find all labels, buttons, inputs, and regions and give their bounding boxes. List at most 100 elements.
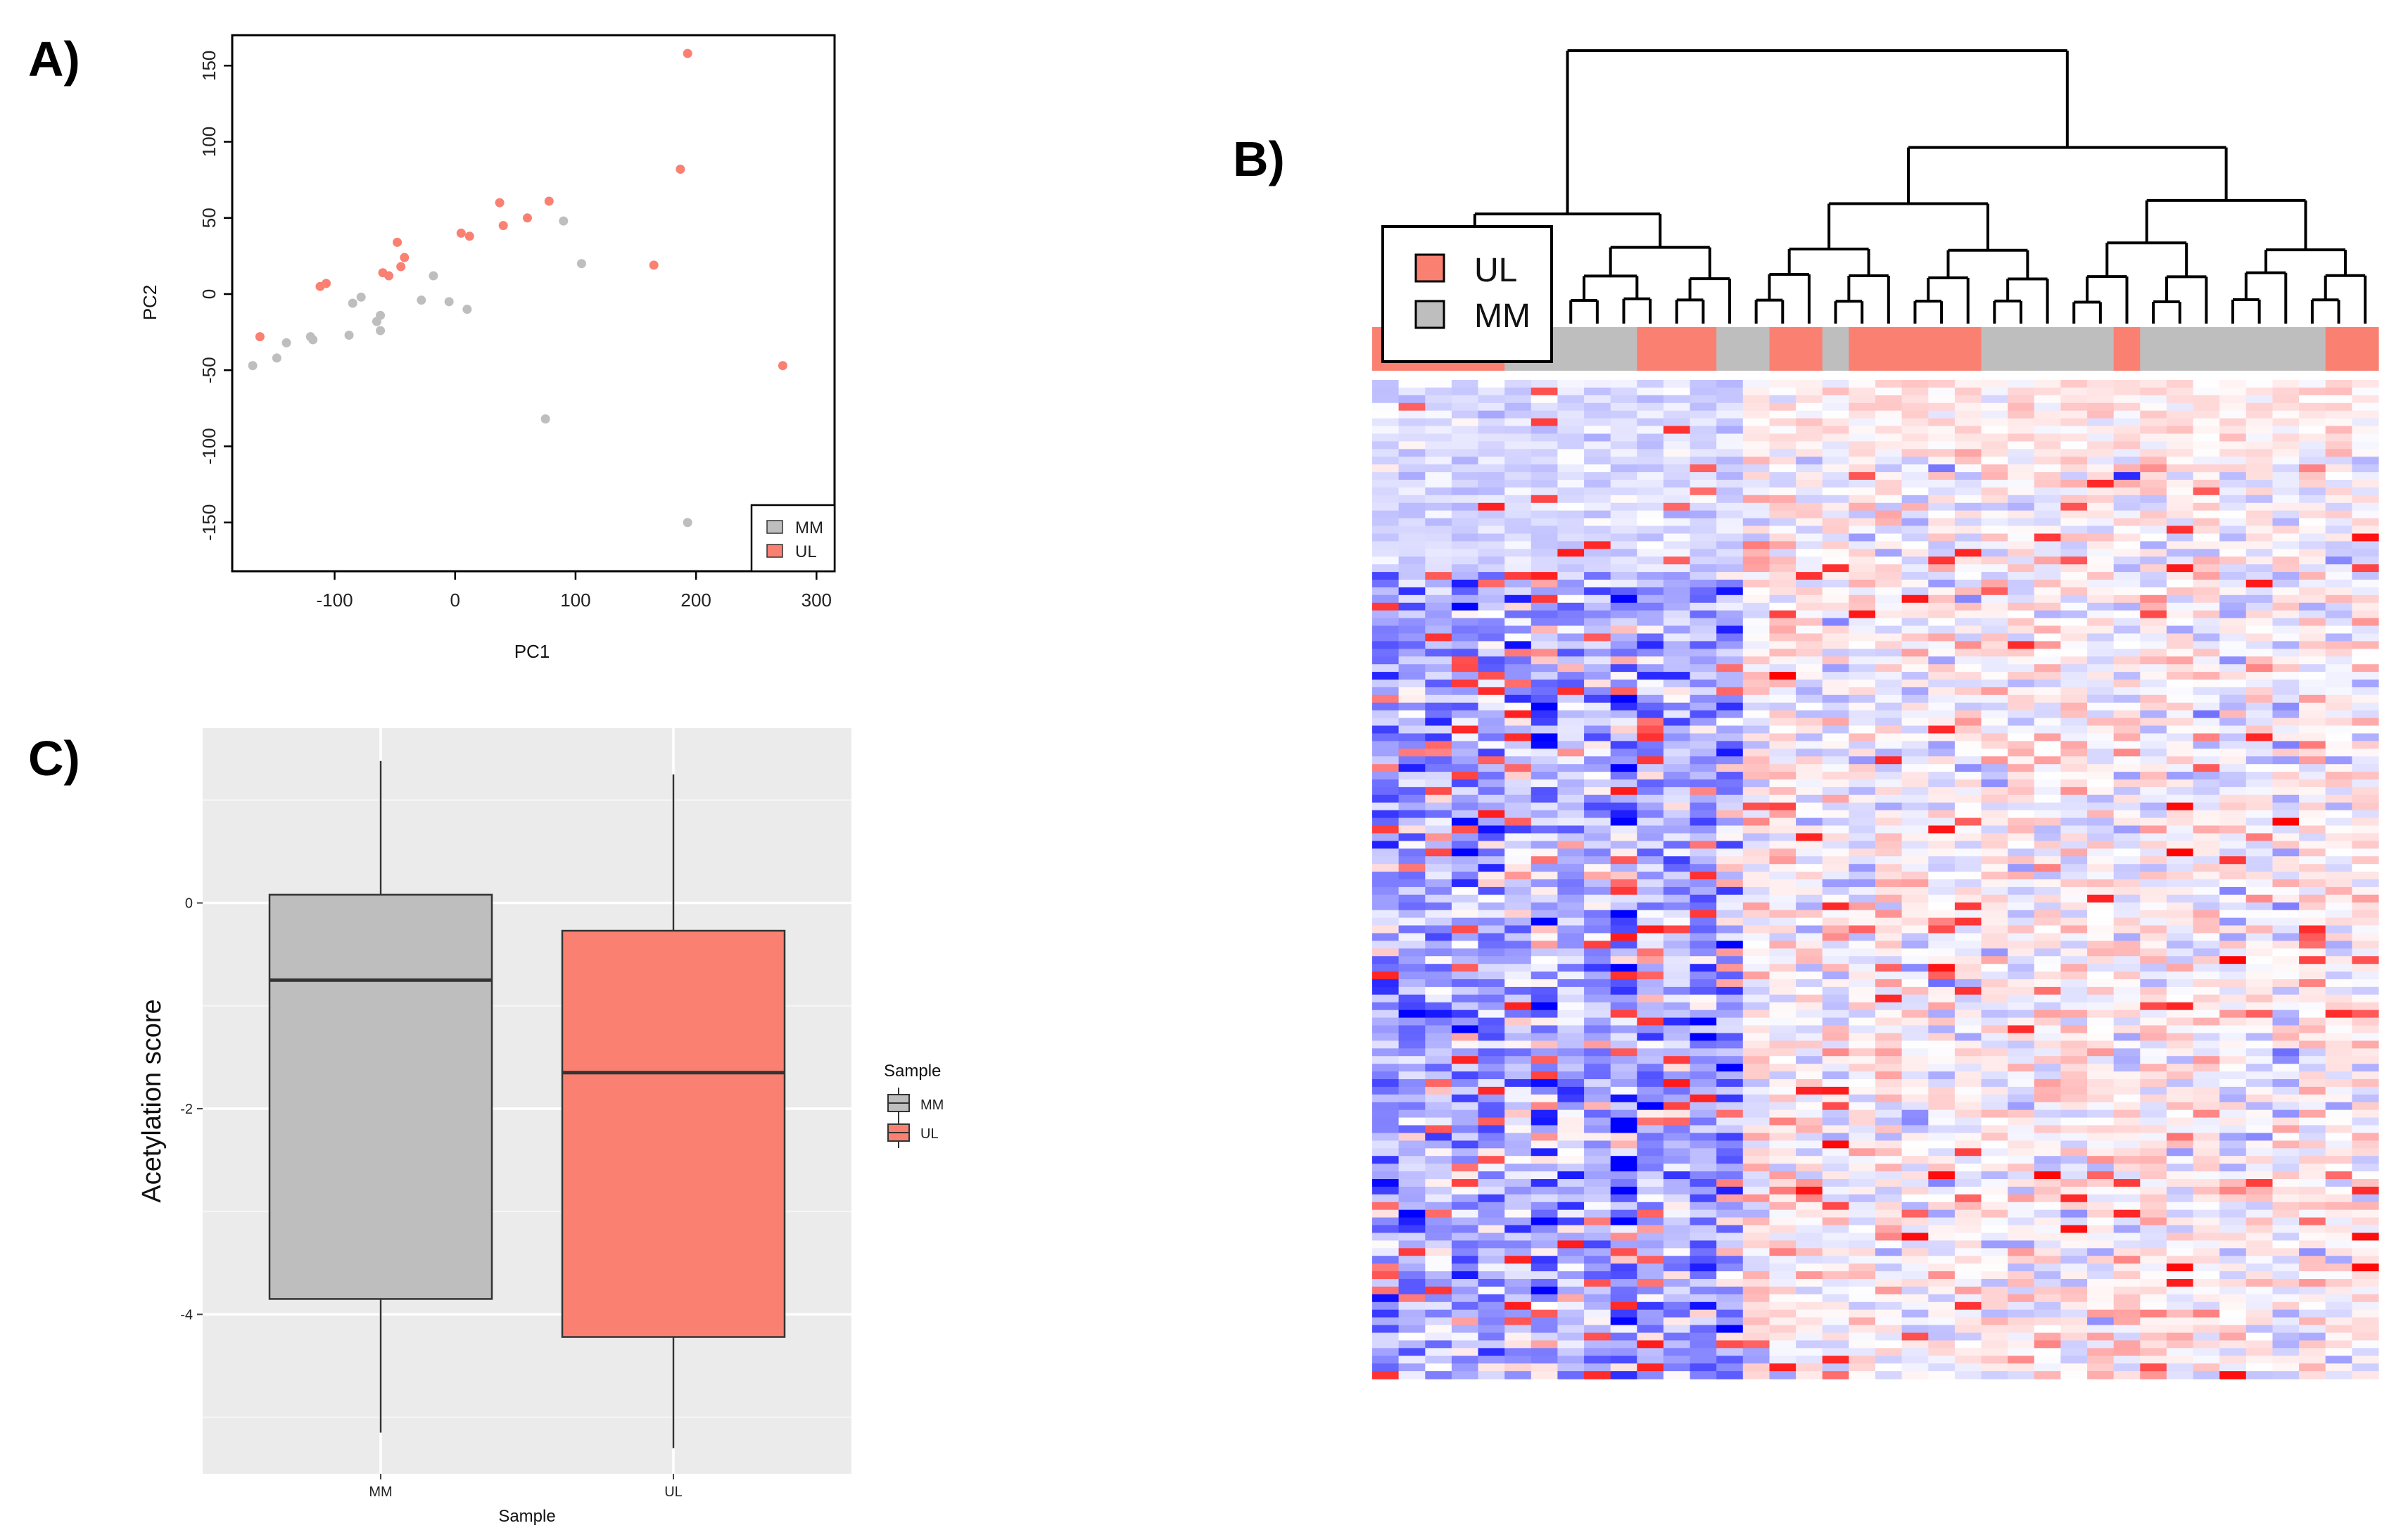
heatmap-cell (1769, 1079, 1797, 1088)
heatmap-cell (2193, 1317, 2220, 1326)
heatmap-cell (1372, 1371, 1400, 1380)
heatmap-cell (1875, 817, 1903, 827)
heatmap-cell (1425, 1348, 1452, 1356)
heatmap-cell (2219, 1363, 2247, 1372)
heatmap-cell (1372, 587, 1400, 596)
heatmap-cell (1769, 1102, 1797, 1111)
heatmap-cell (1451, 1017, 1479, 1026)
heatmap-cell (1610, 580, 1637, 588)
heatmap-cell (1372, 825, 1400, 834)
heatmap-cell (2140, 1148, 2167, 1157)
heatmap-cell (1663, 664, 1691, 673)
heatmap-cell (1610, 1332, 1637, 1341)
heatmap-cell (2166, 580, 2194, 588)
heatmap-cell (1478, 756, 1505, 765)
heatmap-cell (2140, 1248, 2167, 1256)
heatmap-cell (1610, 956, 1637, 964)
heatmap-cell (1557, 464, 1585, 473)
heatmap-cell (2140, 772, 2167, 780)
heatmap-cell (2140, 1125, 2167, 1133)
heatmap-cell (1398, 879, 1426, 888)
heatmap-cell (2193, 1340, 2220, 1349)
heatmap-cell (2008, 1164, 2035, 1172)
heatmap-cell (1769, 1040, 1797, 1049)
heatmap-cell (1610, 502, 1637, 511)
heatmap-cell (2087, 495, 2115, 504)
heatmap-cell (2034, 1263, 2061, 1272)
heatmap-cell (2299, 1356, 2326, 1364)
heatmap-cell (1504, 786, 1532, 796)
heatmap-cell (1557, 1156, 1585, 1164)
heatmap-cell (1742, 480, 1770, 488)
heatmap-cell (2245, 1240, 2273, 1249)
heatmap-cell (2008, 979, 2035, 988)
heatmap-cell (1875, 1140, 1903, 1149)
heatmap-cell (2193, 1033, 2220, 1041)
heatmap-cell (1716, 1186, 1744, 1195)
heatmap-cell (1901, 810, 1929, 819)
heatmap-cell (1478, 964, 1505, 972)
heatmap-cell (2060, 1002, 2088, 1011)
heatmap-cell (2060, 1271, 2088, 1280)
heatmap-cell (2113, 772, 2141, 780)
heatmap-cell (2060, 625, 2088, 634)
heatmap-cell (1610, 572, 1637, 580)
heatmap-cell (1901, 610, 1929, 619)
heatmap-cell (1637, 718, 1664, 727)
heatmap-cell (1742, 1171, 1770, 1180)
heatmap-cell (1901, 886, 1929, 896)
heatmap-cell (1716, 917, 1744, 926)
heatmap-cell (2140, 810, 2167, 819)
heatmap-cell (1716, 656, 1744, 665)
heatmap-cell (2299, 495, 2326, 504)
heatmap-cell (1451, 1317, 1479, 1326)
heatmap-cell (1584, 510, 1611, 519)
heatmap-cell (1504, 986, 1532, 995)
heatmap-cell (1954, 580, 1982, 588)
heatmap-cell (2140, 833, 2167, 841)
heatmap-cell (1928, 549, 1956, 557)
heatmap-cell (2299, 879, 2326, 888)
heatmap-cell (1901, 925, 1929, 934)
heatmap-cell (1398, 910, 1426, 919)
heatmap-cell (1451, 1256, 1479, 1264)
heatmap-cell (2299, 741, 2326, 749)
heatmap-cell (1928, 749, 1956, 757)
heatmap-cell (2034, 510, 2061, 519)
pca-legend-swatch-mm (766, 520, 783, 534)
heatmap-cell (2299, 1186, 2326, 1195)
heatmap-cell (1478, 741, 1505, 749)
heatmap-cell (2166, 810, 2194, 819)
heatmap-cell (1478, 502, 1505, 511)
heatmap-cell (1557, 1133, 1585, 1141)
heatmap-cell (1954, 1286, 1982, 1295)
heatmap-cell (2113, 1164, 2141, 1172)
pca-y-tick-label: -50 (198, 357, 220, 383)
heatmap-cell (1610, 872, 1637, 880)
heatmap-cell (2060, 856, 2088, 865)
heatmap-cell (1531, 741, 1558, 749)
heatmap-cell (1637, 886, 1664, 896)
heatmap-cell (1769, 841, 1797, 849)
heatmap-cell (2272, 910, 2300, 919)
heatmap-cell (1822, 994, 1849, 1003)
heatmap-cell (2113, 1109, 2141, 1119)
heatmap-cell (2325, 910, 2352, 919)
heatmap-cell (1954, 1140, 1982, 1149)
heatmap-cell (1451, 541, 1479, 549)
heatmap-cell (1690, 802, 1717, 811)
heatmap-cell (1742, 1240, 1770, 1249)
heatmap-cell (2034, 541, 2061, 549)
heatmap-cell (2245, 1179, 2273, 1187)
heatmap-cell (2008, 380, 2035, 388)
heatmap-cell (1425, 625, 1452, 634)
heatmap-cell (1796, 1009, 1823, 1019)
heatmap-cell (2087, 910, 2115, 919)
heatmap-cell (1557, 1340, 1585, 1349)
heatmap-cell (1822, 710, 1849, 719)
heatmap-cell (1663, 917, 1691, 926)
heatmap-cell (2299, 1156, 2326, 1164)
heatmap-cell (2166, 1102, 2194, 1111)
heatmap-cell (1557, 1094, 1585, 1103)
heatmap-cell (1531, 395, 1558, 404)
